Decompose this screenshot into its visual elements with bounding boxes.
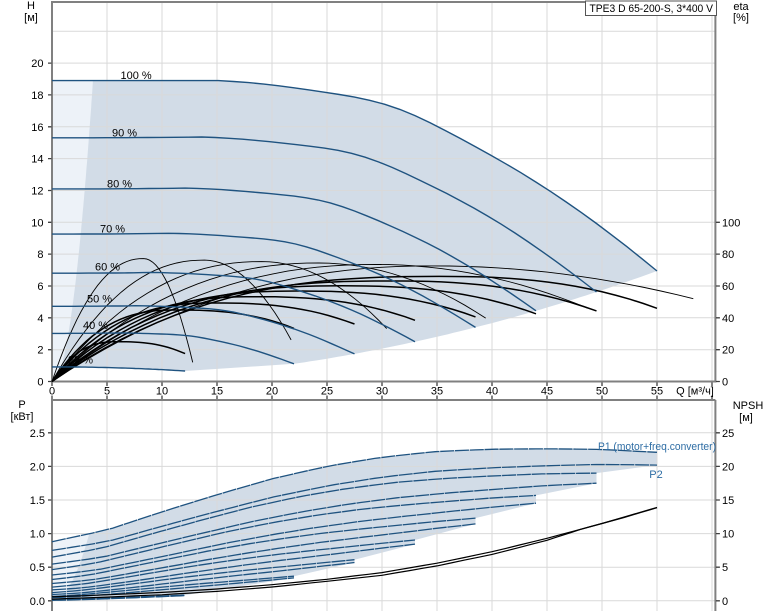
svg-text:90 %: 90 % <box>112 128 137 140</box>
svg-text:20: 20 <box>266 386 278 398</box>
svg-text:80 %: 80 % <box>107 179 132 191</box>
svg-text:0.0: 0.0 <box>30 596 45 608</box>
svg-text:4: 4 <box>37 313 43 325</box>
svg-text:0.5: 0.5 <box>30 562 45 574</box>
svg-text:2.0: 2.0 <box>30 461 45 473</box>
svg-text:50 %: 50 % <box>87 294 112 306</box>
svg-text:1.5: 1.5 <box>30 495 45 507</box>
svg-text:2: 2 <box>37 345 43 357</box>
svg-text:[кВт]: [кВт] <box>11 411 34 423</box>
svg-text:H: H <box>27 0 35 12</box>
svg-text:10: 10 <box>31 217 43 229</box>
svg-text:P2: P2 <box>649 469 662 481</box>
svg-text:40 %: 40 % <box>83 320 108 332</box>
svg-text:5: 5 <box>104 386 110 398</box>
svg-text:2.5: 2.5 <box>30 428 45 440</box>
svg-text:22 %: 22 % <box>68 355 93 367</box>
svg-text:60 %: 60 % <box>95 262 120 274</box>
svg-text:100: 100 <box>722 217 740 229</box>
svg-text:20: 20 <box>722 461 734 473</box>
svg-text:70 %: 70 % <box>100 224 125 236</box>
svg-text:20: 20 <box>722 345 734 357</box>
svg-text:10: 10 <box>722 529 734 541</box>
svg-text:P1 (motor+freq.converter): P1 (motor+freq.converter) <box>598 441 716 453</box>
svg-text:18: 18 <box>31 90 43 102</box>
svg-text:25: 25 <box>722 428 734 440</box>
svg-text:25: 25 <box>321 386 333 398</box>
svg-text:[%]: [%] <box>733 12 749 24</box>
svg-text:50: 50 <box>596 386 608 398</box>
svg-text:30: 30 <box>376 386 388 398</box>
svg-text:15: 15 <box>211 386 223 398</box>
svg-text:8: 8 <box>37 249 43 261</box>
svg-text:NPSH: NPSH <box>733 400 764 412</box>
svg-text:eta: eta <box>733 1 749 13</box>
svg-text:0: 0 <box>722 377 728 389</box>
svg-text:80: 80 <box>722 249 734 261</box>
svg-text:35: 35 <box>431 386 443 398</box>
svg-text:15: 15 <box>722 495 734 507</box>
svg-text:5: 5 <box>722 562 728 574</box>
svg-text:40: 40 <box>722 313 734 325</box>
svg-text:55: 55 <box>651 386 663 398</box>
svg-text:10: 10 <box>156 386 168 398</box>
svg-text:[м]: [м] <box>24 12 38 24</box>
svg-text:TPE3 D 65-200-S, 3*400 V: TPE3 D 65-200-S, 3*400 V <box>590 3 714 15</box>
svg-text:6: 6 <box>37 281 43 293</box>
svg-text:12: 12 <box>31 185 43 197</box>
svg-text:0: 0 <box>49 386 55 398</box>
svg-text:16: 16 <box>31 122 43 134</box>
svg-text:0: 0 <box>37 377 43 389</box>
svg-text:0: 0 <box>722 596 728 608</box>
svg-text:14: 14 <box>31 154 43 166</box>
svg-text:20: 20 <box>31 58 43 70</box>
svg-text:100 %: 100 % <box>121 70 152 82</box>
svg-text:[м]: [м] <box>739 412 753 424</box>
svg-text:1.0: 1.0 <box>30 529 45 541</box>
svg-text:40: 40 <box>486 386 498 398</box>
svg-text:P: P <box>18 399 25 411</box>
svg-text:60: 60 <box>722 281 734 293</box>
svg-text:Q [м³/ч]: Q [м³/ч] <box>676 386 714 398</box>
svg-text:45: 45 <box>541 386 553 398</box>
